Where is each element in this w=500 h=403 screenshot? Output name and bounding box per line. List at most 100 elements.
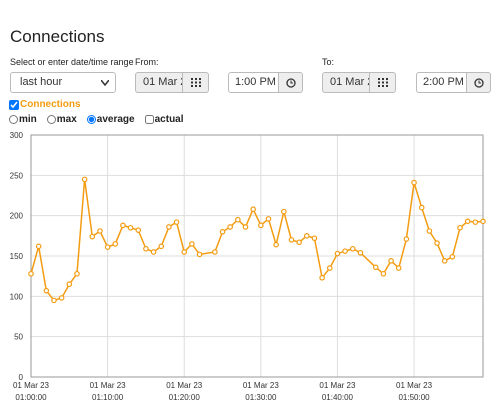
- radio[interactable]: [46, 115, 56, 124]
- data-point: [258, 222, 264, 229]
- clock-button[interactable]: [466, 72, 491, 93]
- to-date-value: 01 Mar 2: [330, 76, 370, 88]
- data-point: [441, 258, 448, 264]
- data-point: [311, 235, 318, 242]
- clock-icon: [474, 78, 484, 88]
- option[interactable]: actual: [144, 114, 184, 125]
- option-label: average: [96, 114, 135, 125]
- x-tick-date: 01 Mar 23: [166, 381, 203, 390]
- range-select[interactable]: last hour: [10, 72, 116, 93]
- x-tick-label: 01:10:00: [92, 393, 124, 402]
- data-point: [35, 243, 42, 250]
- data-point: [403, 236, 410, 242]
- data-point: [426, 228, 433, 234]
- data-point: [74, 270, 80, 277]
- checkbox[interactable]: [144, 115, 154, 124]
- data-point: [464, 218, 471, 225]
- calendar-icon: [191, 78, 201, 87]
- data-point: [472, 219, 479, 225]
- data-point: [326, 265, 333, 271]
- data-point: [342, 248, 348, 254]
- plot-frame: [30, 134, 484, 378]
- from-date-value: 01 Mar 2: [143, 76, 183, 88]
- data-point: [81, 176, 88, 183]
- series-checkbox[interactable]: [9, 99, 19, 110]
- data-point: [250, 206, 256, 213]
- data-point: [480, 218, 486, 225]
- chart: 0 50 100 150 200 250 300 01 Mar 23 01:00:00 01 Ma…: [10, 131, 486, 402]
- y-tick-label: 250: [10, 171, 24, 180]
- from-date[interactable]: 01 Mar 2: [135, 72, 183, 93]
- dropdown-arrow: [101, 80, 109, 86]
- y-tick-label: 100: [10, 292, 24, 301]
- option-label: min: [19, 114, 37, 125]
- data-point: [395, 265, 402, 271]
- option[interactable]: max: [46, 114, 77, 125]
- option-label: max: [56, 114, 77, 125]
- y-tick-label: 50: [14, 333, 23, 342]
- y-tick-label: 150: [10, 252, 24, 261]
- series-toggle-label: Connections: [20, 99, 81, 110]
- data-point: [418, 204, 425, 211]
- y-tick-label: 0: [19, 373, 24, 382]
- data-point: [388, 258, 394, 264]
- x-tick-date: 01 Mar 23: [13, 381, 50, 390]
- data-point: [319, 274, 325, 281]
- calendar-button[interactable]: [369, 72, 396, 93]
- x-tick-date: 01 Mar 23: [90, 381, 127, 390]
- data-point: [235, 216, 241, 223]
- data-point: [51, 297, 57, 304]
- data-point: [43, 287, 50, 294]
- option[interactable]: min: [9, 114, 37, 125]
- data-point: [112, 241, 119, 247]
- data-point: [104, 244, 111, 250]
- clock-button[interactable]: [278, 72, 303, 93]
- data-point: [265, 216, 272, 222]
- x-tick-date: 01 Mar 23: [319, 381, 356, 390]
- y-tick-label: 200: [10, 212, 24, 221]
- data-point: [173, 219, 180, 225]
- to-time-value: 2:00 PM: [423, 76, 464, 88]
- data-point: [349, 245, 356, 252]
- data-point: [281, 208, 287, 215]
- y-tick-label: 300: [10, 131, 24, 140]
- data-point: [296, 239, 302, 246]
- option-label: actual: [154, 114, 184, 125]
- data-point: [372, 264, 379, 271]
- data-point: [242, 224, 249, 230]
- calendar-icon: [378, 78, 388, 87]
- data-point: [135, 227, 142, 233]
- data-point: [127, 224, 134, 231]
- data-point: [158, 243, 165, 250]
- calendar-button[interactable]: [182, 72, 209, 93]
- data-point: [150, 249, 157, 255]
- to-date[interactable]: 01 Mar 2: [322, 72, 370, 93]
- radio[interactable]: [9, 115, 18, 124]
- data-line: [30, 179, 484, 302]
- option[interactable]: average: [86, 114, 135, 125]
- series-toggle[interactable]: Connections: [9, 99, 81, 110]
- range-label: Select or enter date/time range: [10, 57, 134, 67]
- to-label: To:: [322, 57, 335, 67]
- to-time[interactable]: 2:00 PM: [416, 72, 467, 93]
- data-point: [89, 233, 96, 240]
- radio[interactable]: [86, 115, 96, 124]
- data-point: [457, 224, 463, 231]
- data-point: [189, 241, 195, 247]
- x-tick-label: 01:40:00: [322, 393, 354, 402]
- data-point: [120, 222, 126, 229]
- data-point: [303, 233, 310, 239]
- data-point: [166, 224, 172, 230]
- data-point: [97, 228, 103, 234]
- data-point: [196, 251, 203, 258]
- data-point: [334, 250, 341, 257]
- data-point: [28, 270, 34, 277]
- from-time[interactable]: 1:00 PM: [228, 72, 279, 93]
- data-point: [58, 295, 65, 301]
- data-point: [434, 240, 440, 246]
- data-point: [357, 249, 364, 256]
- data-point: [143, 245, 149, 252]
- data-point: [411, 179, 417, 186]
- from-time-value: 1:00 PM: [235, 76, 276, 88]
